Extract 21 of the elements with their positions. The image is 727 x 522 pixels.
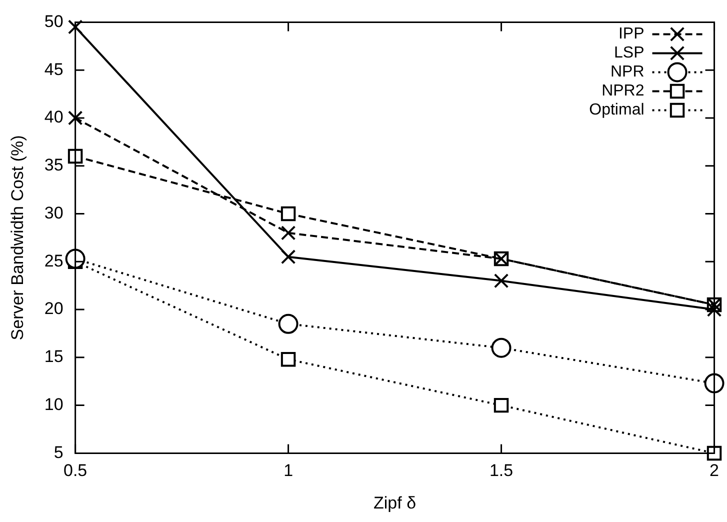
x-tick-label: 1 [284, 461, 294, 480]
legend-label: NPR2 [602, 82, 644, 100]
y-tick-label: 40 [44, 108, 64, 127]
y-tick-label: 20 [44, 299, 64, 318]
y-tick-label: 5 [54, 442, 64, 462]
y-tick-label: 30 [44, 203, 64, 222]
legend-label: IPP [618, 26, 644, 43]
y-tick-label: 10 [44, 395, 64, 414]
legend-label: Optimal [589, 102, 644, 119]
x-axis-title: Zipf δ [374, 493, 416, 512]
y-tick-label: 35 [44, 156, 64, 175]
y-axis-title: Server Bandwidth Cost (%) [8, 135, 27, 340]
legend-label: NPR [610, 64, 644, 81]
x-tick-label: 2 [710, 461, 720, 480]
y-tick-label: 25 [44, 251, 64, 270]
y-tick-label: 45 [44, 60, 64, 79]
legend-label: LSP [614, 44, 644, 62]
y-tick-label: 50 [44, 12, 64, 31]
x-tick-label: 1.5 [489, 461, 514, 480]
y-tick-label: 15 [44, 347, 64, 366]
x-tick-label: 0.5 [63, 461, 88, 480]
